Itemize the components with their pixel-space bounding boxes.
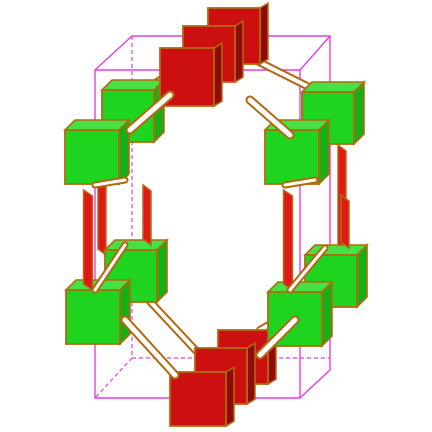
linker-pillar bbox=[142, 183, 152, 247]
green-cube-node bbox=[63, 118, 131, 186]
linker-strut bbox=[281, 176, 319, 189]
linker-strut bbox=[286, 244, 329, 294]
linker-strut bbox=[91, 241, 129, 294]
linker-strut bbox=[245, 95, 295, 140]
linker-strut bbox=[91, 176, 129, 189]
cell-edge bbox=[299, 35, 331, 71]
linker-pillar bbox=[82, 188, 94, 292]
green-cube-node bbox=[263, 118, 331, 186]
linker-pillar bbox=[340, 193, 350, 250]
green-cube-node bbox=[64, 278, 132, 346]
cell-hidden-edge bbox=[94, 357, 133, 399]
front-linker-struts bbox=[82, 90, 350, 380]
linker-strut bbox=[125, 90, 175, 135]
red-block-node bbox=[159, 41, 223, 108]
framework-nodes bbox=[63, 1, 369, 428]
red-block-node bbox=[169, 365, 235, 428]
linker-strut bbox=[255, 315, 300, 360]
linker-strut bbox=[120, 315, 180, 380]
linker-pillar bbox=[282, 188, 294, 292]
